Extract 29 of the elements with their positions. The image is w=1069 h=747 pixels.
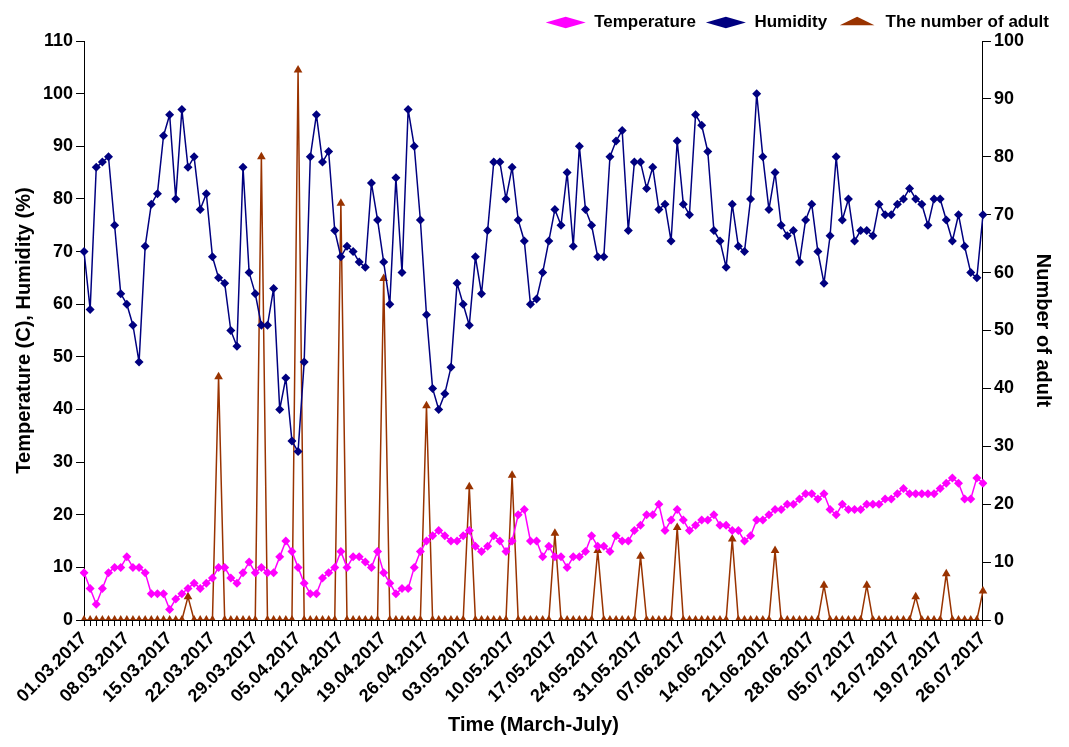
legend-label: Temperature bbox=[594, 12, 696, 32]
y-tick-label: 90 bbox=[53, 135, 74, 156]
y-axis-title: Temperature (C), Humidity (%) bbox=[11, 187, 34, 474]
legend-label: The number of adult bbox=[885, 12, 1050, 32]
y2-tick-label: 40 bbox=[993, 377, 1014, 398]
y-tick-label: 80 bbox=[53, 187, 74, 208]
y2-tick-label: 0 bbox=[993, 608, 1004, 629]
y-tick-label: 10 bbox=[53, 556, 74, 577]
y-tick-label: 100 bbox=[42, 82, 74, 103]
y-tick-label: 20 bbox=[53, 503, 74, 524]
x-axis-title: Time (March-July) bbox=[448, 712, 619, 735]
y-tick-label: 0 bbox=[63, 608, 74, 629]
y-tick-label: 70 bbox=[53, 240, 74, 261]
y2-tick-label: 20 bbox=[993, 493, 1014, 514]
legend-label: Humidity bbox=[754, 12, 828, 32]
y2-tick-label: 100 bbox=[993, 29, 1025, 50]
y-tick-label: 60 bbox=[53, 293, 74, 314]
y-tick-label: 110 bbox=[43, 29, 74, 50]
y2-tick-label: 70 bbox=[993, 203, 1014, 224]
y-tick-label: 40 bbox=[53, 398, 74, 419]
y-tick-label: 30 bbox=[53, 451, 74, 472]
y2-tick-label: 10 bbox=[993, 551, 1014, 572]
y2-axis-title: Number of adult bbox=[1033, 253, 1056, 408]
y2-tick-label: 60 bbox=[993, 261, 1014, 282]
y2-tick-label: 90 bbox=[993, 87, 1014, 108]
y-tick-label: 50 bbox=[53, 345, 74, 366]
y2-tick-label: 30 bbox=[993, 435, 1014, 456]
y2-tick-label: 80 bbox=[993, 145, 1014, 166]
y2-tick-label: 50 bbox=[993, 319, 1014, 340]
